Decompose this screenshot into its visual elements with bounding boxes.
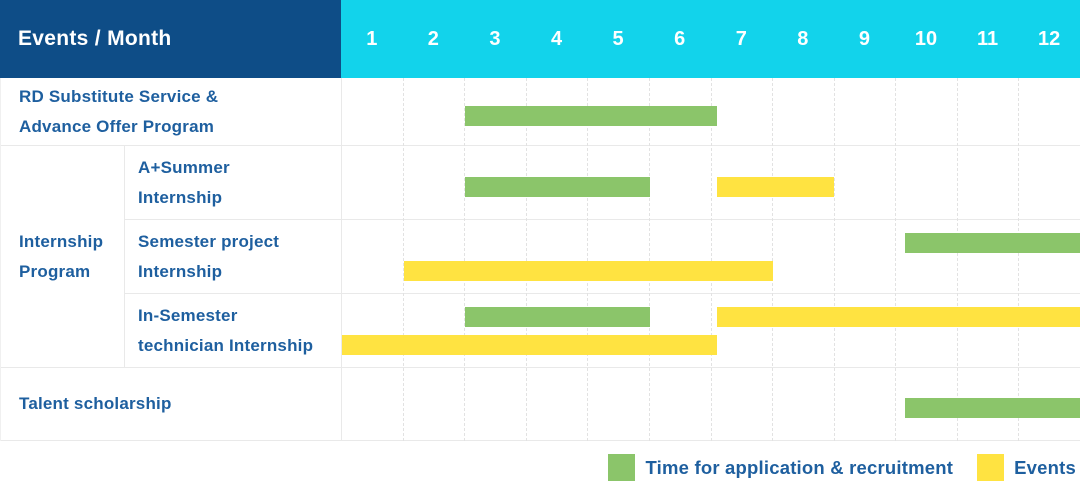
month-label: 1 bbox=[366, 27, 378, 50]
table-body: RD Substitute Service & Advance Offer Pr… bbox=[0, 78, 1080, 441]
month-label: 6 bbox=[674, 27, 686, 50]
events-month-header: Events / Month bbox=[0, 0, 341, 78]
legend-label-events: Events bbox=[1014, 456, 1076, 478]
gantt-bar-event bbox=[717, 176, 834, 197]
month-label: 10 bbox=[914, 27, 938, 50]
internship-program-group: Internship Program A+Summer Internship S… bbox=[1, 146, 1080, 368]
chart-cell-a-plus-summer bbox=[342, 146, 1080, 219]
gantt-bar-application bbox=[904, 233, 1080, 253]
row-label-semester-project: Semester project Internship bbox=[125, 220, 342, 293]
gantt-bar-event bbox=[403, 261, 773, 281]
row-label-a-plus-summer: A+Summer Internship bbox=[125, 146, 342, 219]
gantt-bar-event bbox=[342, 335, 718, 355]
month-label: 3 bbox=[489, 27, 501, 50]
application-green-swatch bbox=[608, 454, 636, 481]
gantt-schedule-table: Events / Month 1 2 3 4 5 6 7 8 9 10 11 12 RD Substi… bbox=[0, 0, 1080, 441]
header-row: Events / Month 1 2 3 4 5 6 7 8 9 10 11 12 bbox=[0, 0, 1080, 78]
chart-cell-in-semester-technician bbox=[342, 294, 1080, 367]
event-yellow-swatch bbox=[977, 454, 1005, 481]
chart-cell-semester-project bbox=[342, 220, 1080, 293]
month-label: 2 bbox=[427, 27, 439, 50]
row-a-plus-summer: A+Summer Internship bbox=[125, 146, 1080, 220]
row-label-in-semester-technician: In-Semester technician Internship bbox=[125, 294, 342, 367]
chart-cell-rd-substitute bbox=[342, 78, 1080, 145]
gantt-bar-application bbox=[904, 398, 1080, 418]
month-label: 4 bbox=[550, 27, 563, 50]
month-label: 7 bbox=[735, 27, 747, 50]
row-semester-project: Semester project Internship bbox=[125, 220, 1080, 294]
row-talent-scholarship: Talent scholarship bbox=[1, 368, 1080, 441]
month-header-row: 1 2 3 4 5 6 7 8 9 10 11 12 bbox=[341, 0, 1080, 78]
gantt-bar-application bbox=[465, 307, 650, 327]
gantt-bar-application bbox=[465, 176, 650, 197]
chart-cell-talent-scholarship bbox=[342, 368, 1080, 440]
internship-subrows: A+Summer Internship Semester project Int… bbox=[125, 146, 1080, 367]
gantt-bar-application bbox=[465, 105, 718, 126]
row-in-semester-technician: In-Semester technician Internship bbox=[125, 294, 1080, 367]
legend: Time for application & recruitment Event… bbox=[0, 441, 1080, 494]
month-label: 8 bbox=[797, 27, 809, 50]
row-label-talent-scholarship: Talent scholarship bbox=[1, 368, 342, 440]
legend-label-application: Time for application & recruitment bbox=[645, 456, 954, 478]
row-label-rd-substitute: RD Substitute Service & Advance Offer Pr… bbox=[1, 78, 342, 145]
month-label: 12 bbox=[1038, 27, 1061, 50]
month-label: 11 bbox=[976, 27, 999, 50]
month-label: 5 bbox=[612, 27, 624, 50]
row-rd-substitute: RD Substitute Service & Advance Offer Pr… bbox=[1, 78, 1080, 146]
gantt-bar-event bbox=[717, 307, 1080, 327]
month-label: 9 bbox=[858, 27, 870, 50]
group-label-internship-program: Internship Program bbox=[1, 146, 125, 367]
